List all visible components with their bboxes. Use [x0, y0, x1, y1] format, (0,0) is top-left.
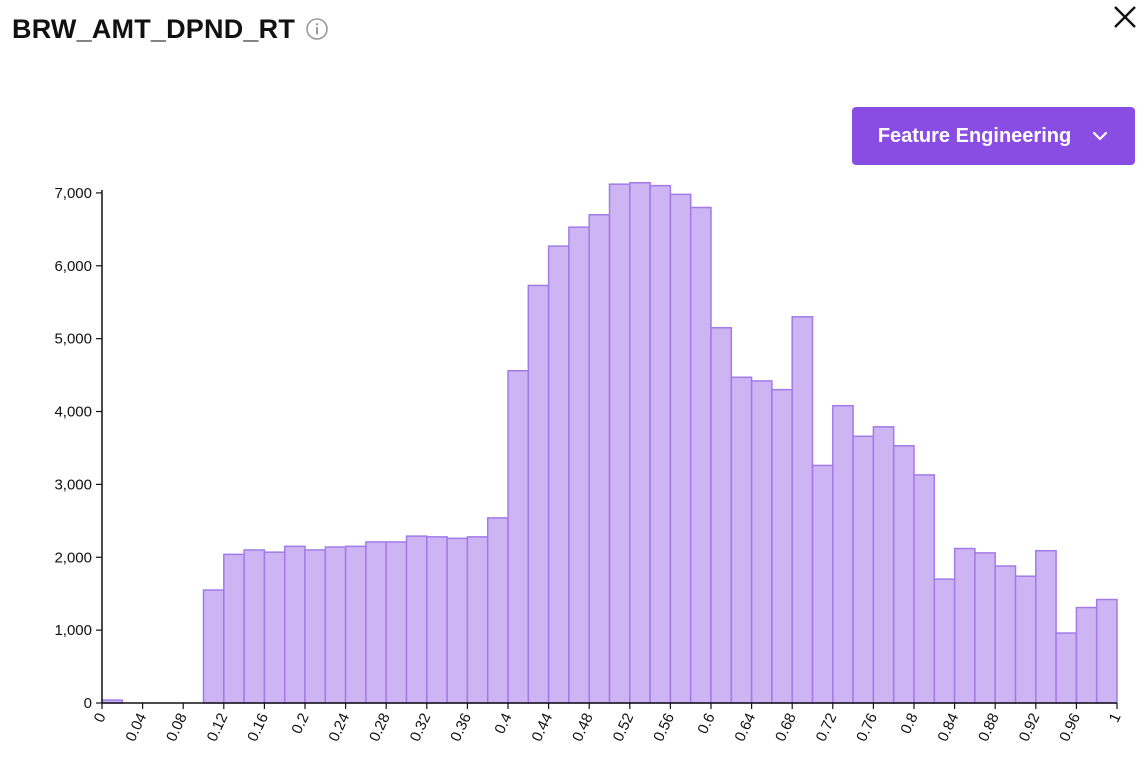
- histogram-bar: [405, 535, 428, 704]
- histogram-bar: [933, 578, 956, 704]
- histogram-bar: [446, 537, 469, 704]
- histogram-bar: [344, 545, 367, 704]
- histogram-bar: [913, 474, 936, 704]
- page-title: BRW_AMT_DPND_RT: [12, 13, 296, 44]
- x-tick-label: 0.36: [447, 711, 475, 745]
- header: BRW_AMT_DPND_RT: [12, 10, 329, 48]
- x-tick-label: 0.24: [325, 711, 353, 745]
- histogram-bar: [832, 404, 854, 704]
- histogram-bar: [974, 552, 996, 704]
- x-tick-label: 0.84: [934, 711, 962, 745]
- y-tick-label: 0: [84, 695, 92, 712]
- histogram-bar: [953, 547, 976, 704]
- histogram-bar: [1095, 598, 1118, 704]
- histogram-bar: [791, 316, 814, 704]
- histogram-bar: [568, 226, 590, 704]
- y-tick-label: 3,000: [54, 476, 92, 493]
- histogram-bar: [750, 380, 773, 704]
- histogram-bar: [365, 541, 387, 704]
- x-tick-label: 0.44: [528, 711, 556, 745]
- histogram-bar: [426, 536, 448, 704]
- close-icon: [1114, 6, 1136, 28]
- histogram-bar: [892, 445, 915, 704]
- histogram-bar: [811, 464, 834, 704]
- x-tick-label: 0.48: [569, 711, 597, 745]
- chevron-down-icon: [1091, 127, 1109, 145]
- x-tick-label: 0.32: [407, 711, 435, 745]
- histogram-bar: [669, 193, 692, 704]
- axes-layer: 0 1,000 2,000 3,000 4,000 5,000 6,000 7,000 0 0.0…: [54, 185, 1124, 744]
- histogram-bar: [1075, 606, 1098, 704]
- x-tick-label: 0.56: [650, 711, 678, 745]
- info-icon[interactable]: [305, 17, 329, 41]
- x-tick-label: 0.52: [610, 711, 638, 745]
- histogram-bar: [385, 541, 408, 704]
- histogram-bar: [771, 388, 793, 704]
- histogram-bar: [507, 369, 530, 704]
- histogram-bar: [466, 536, 489, 704]
- y-tick-label: 4,000: [54, 404, 92, 421]
- x-tick-label: 0.04: [122, 711, 150, 745]
- x-tick-label: 0.88: [975, 711, 1003, 745]
- x-tick-label: 0.76: [853, 711, 881, 745]
- x-tick-label: 0.96: [1056, 711, 1084, 745]
- histogram-bar: [852, 435, 875, 704]
- histogram-bar: [649, 184, 672, 704]
- x-tick-label: 0.12: [204, 711, 232, 745]
- histogram-bar: [710, 326, 733, 704]
- histogram-bar: [730, 376, 753, 704]
- histogram-bar: [608, 183, 631, 704]
- histogram-bar: [263, 551, 286, 704]
- x-tick-label: 0.4: [491, 711, 515, 737]
- histogram-bar: [872, 426, 895, 704]
- x-tick-label: 0.8: [897, 711, 921, 737]
- x-tick-label: 0.2: [288, 711, 312, 737]
- y-tick-label: 5,000: [54, 331, 92, 348]
- feature-engineering-dropdown[interactable]: Feature Engineering: [852, 107, 1135, 165]
- x-tick-label: 0.64: [731, 711, 759, 745]
- histogram-bar: [324, 546, 347, 704]
- y-tick-label: 6,000: [54, 258, 92, 275]
- histogram-bar: [223, 553, 245, 704]
- histogram-bar: [1055, 632, 1078, 704]
- histogram-bar: [202, 589, 225, 704]
- x-tick-label: 0.68: [772, 711, 800, 745]
- x-tick-label: 0.92: [1016, 711, 1044, 745]
- histogram-bar: [547, 245, 570, 704]
- x-tick-label: 1: [1106, 711, 1125, 726]
- x-tick-label: 0.6: [694, 711, 718, 737]
- x-tick-label: 0.08: [163, 711, 191, 745]
- x-tick-label: 0: [91, 711, 110, 726]
- x-tick-label: 0.72: [813, 711, 841, 745]
- histogram-bar: [1014, 575, 1037, 704]
- bars-layer: [101, 181, 1118, 704]
- histogram-bar: [283, 545, 306, 704]
- histogram-bar: [1035, 549, 1057, 704]
- x-tick-label: 0.16: [244, 711, 272, 745]
- close-button[interactable]: [1110, 2, 1140, 32]
- histogram-bar: [486, 517, 509, 704]
- histogram-bar: [243, 549, 266, 704]
- histogram-bar: [689, 206, 712, 704]
- y-tick-label: 1,000: [54, 622, 92, 639]
- histogram-bar: [588, 214, 611, 704]
- histogram-bar: [629, 181, 651, 704]
- y-tick-label: 7,000: [54, 185, 92, 202]
- histogram-bar: [304, 549, 327, 704]
- histogram-bar: [527, 284, 550, 704]
- histogram-bar: [994, 565, 1017, 704]
- x-tick-label: 0.28: [366, 711, 394, 745]
- feature-engineering-label: Feature Engineering: [877, 124, 1072, 147]
- y-tick-label: 2,000: [54, 549, 92, 566]
